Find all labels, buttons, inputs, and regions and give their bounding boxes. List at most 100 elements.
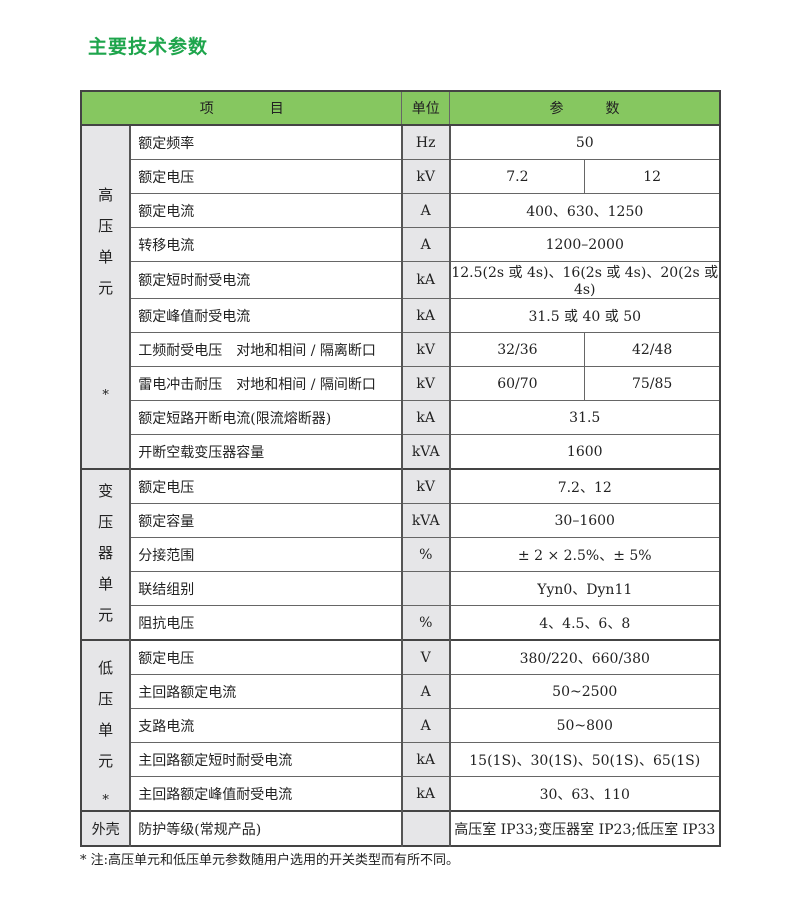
- row-item: 联结组别: [129, 571, 403, 606]
- row-unit: A: [400, 674, 451, 709]
- table-row: 额定电压 kV 7.2 12: [81, 159, 721, 194]
- row-item: 雷电冲击耐压 对地和相间 / 隔间断口: [129, 366, 403, 401]
- row-unit: kV: [400, 468, 451, 504]
- row-unit: [400, 571, 451, 606]
- table-row: 低压单元 * 额定电压 V 380/220、660/380: [80, 639, 721, 812]
- row-item: 额定频率: [129, 124, 403, 160]
- row-value: 15(1S)、30(1S)、50(1S)、65(1S): [449, 742, 721, 777]
- row-item: 额定短路开断电流(限流熔断器): [129, 400, 403, 435]
- table-row: 转移电流 A 1200–2000: [81, 227, 721, 262]
- row-item: 防护等级(常规产品): [129, 810, 403, 847]
- row-unit: [400, 810, 451, 847]
- group-label-char: 器: [98, 544, 114, 562]
- row-item: 工频耐受电压 对地和相间 / 隔离断口: [129, 332, 403, 367]
- row-value: 31.5: [449, 400, 721, 435]
- row-value: 4、4.5、6、8: [449, 605, 721, 641]
- group-label: 外壳: [91, 821, 120, 838]
- row-unit: %: [400, 605, 451, 641]
- row-unit: A: [400, 708, 451, 743]
- table-row: 额定短时耐受电流 kA 12.5(2s 或 4s)、16(2s 或 4s)、20(2…: [81, 261, 721, 299]
- group-label-char: 变: [98, 482, 114, 500]
- row-value: 高压室 IP33;变压器室 IP23;低压室 IP33: [449, 810, 721, 847]
- table-header: 项 目 单位 参 数: [80, 90, 721, 126]
- row-unit: kVA: [400, 503, 451, 538]
- table-row: 联结组别 Yyn0、Dyn11: [81, 571, 721, 606]
- group-star: *: [102, 793, 109, 808]
- row-item: 分接范围: [129, 537, 403, 572]
- group-label-char: 压: [98, 690, 114, 708]
- row-item: 阻抗电压: [129, 605, 403, 641]
- row-value-1: 7.2: [448, 159, 586, 194]
- table-row: 主回路额定峰值耐受电流 kA 30、63、110: [81, 776, 721, 812]
- table-row: 额定短路开断电流(限流熔断器) kA 31.5: [81, 400, 721, 435]
- group-shell: 外壳: [80, 810, 132, 847]
- row-value: 380/220、660/380: [449, 639, 721, 675]
- header-item: 项 目: [80, 90, 403, 126]
- group-label-char: 压: [98, 513, 114, 531]
- row-unit: kA: [400, 742, 451, 777]
- row-unit: kA: [400, 400, 451, 435]
- row-item: 额定电压: [129, 639, 403, 675]
- group-star: *: [102, 388, 109, 403]
- group-label-char: 单: [98, 721, 114, 739]
- row-item: 主回路额定电流: [129, 674, 403, 709]
- row-unit: kA: [400, 261, 451, 299]
- row-item: 主回路额定短时耐受电流: [129, 742, 403, 777]
- group-label-char: 单: [98, 248, 114, 266]
- row-unit: kVA: [400, 434, 451, 470]
- group-label-char: 元: [98, 752, 114, 770]
- row-item: 额定电流: [129, 193, 403, 228]
- row-value: 7.2、12: [449, 468, 721, 504]
- table-row: 变压器单元额定电压 kV 7.2、12: [80, 468, 721, 641]
- row-unit: kA: [400, 776, 451, 812]
- row-value: 1600: [449, 434, 721, 470]
- row-value: 400、630、1250: [449, 193, 721, 228]
- group-lv: 低压单元 *: [80, 639, 132, 812]
- row-value: 50: [449, 124, 721, 160]
- row-value-1: 32/36: [448, 332, 586, 367]
- header-unit: 单位: [401, 90, 450, 126]
- row-value: 30、63、110: [449, 776, 721, 812]
- row-value: 1200–2000: [449, 227, 721, 262]
- group-label-char: 单: [98, 575, 114, 593]
- row-unit: kA: [400, 298, 451, 333]
- table-row: 支路电流 A 50~800: [81, 708, 721, 743]
- group-label-char: 高: [98, 186, 114, 204]
- group-label-char: 低: [98, 659, 114, 677]
- row-value: 12.5(2s 或 4s)、16(2s 或 4s)、20(2s 或 4s): [449, 261, 721, 299]
- group-label-char: 压: [98, 217, 114, 235]
- row-unit: %: [400, 537, 451, 572]
- table-row: 外壳 防护等级(常规产品) 高压室 IP33;变压器室 IP23;低压室 IP33: [80, 810, 721, 847]
- row-value: 30–1600: [449, 503, 721, 538]
- footnote: * 注:高压单元和低压单元参数随用户选用的开关类型而有所不同。: [80, 853, 460, 868]
- group-tr: 变压器单元: [80, 468, 132, 641]
- table-row: 分接范围% ± 2 × 2.5%、± 5%: [81, 537, 721, 572]
- table-row: 开断空载变压器容量 kVA 1600: [81, 434, 721, 470]
- row-item: 额定电压: [129, 159, 403, 194]
- group-label-char: 元: [98, 279, 114, 297]
- row-unit: kV: [400, 159, 451, 194]
- table-row: 主回路额定电流 A 50~2500: [81, 674, 721, 709]
- row-unit: V: [400, 639, 451, 675]
- group-label-char: 元: [98, 606, 114, 624]
- row-item: 主回路额定峰值耐受电流: [129, 776, 403, 812]
- row-value-2: 75/85: [584, 366, 721, 401]
- table-row: 主回路额定短时耐受电流 kA 15(1S)、30(1S)、50(1S)、65(1S): [81, 742, 721, 777]
- row-item: 额定容量: [129, 503, 403, 538]
- row-item: 转移电流: [129, 227, 403, 262]
- parameters-table: 项 目 单位 参 数 高压单元 * 额定频率 Hz 50 额定电压 kV 7.2 12 额定电流 A…: [80, 90, 721, 847]
- table-row: 工频耐受电压 对地和相间 / 隔离断口 kV 32/36 42/48: [81, 332, 721, 367]
- row-value: 50~2500: [449, 674, 721, 709]
- row-unit: A: [400, 193, 451, 228]
- row-value-1: 60/70: [448, 366, 586, 401]
- table-row: 阻抗电压% 4、4.5、6、8: [81, 605, 721, 641]
- row-unit: A: [400, 227, 451, 262]
- row-value-2: 42/48: [584, 332, 721, 367]
- page-title: 主要技术参数: [88, 36, 209, 58]
- table-row: 额定峰值耐受电流 kA 31.5 或 40 或 50: [81, 298, 721, 333]
- row-unit: Hz: [400, 124, 451, 160]
- table-row: 高压单元 * 额定频率 Hz 50: [80, 124, 721, 470]
- row-value: 31.5 或 40 或 50: [449, 298, 721, 333]
- row-value: 50~800: [449, 708, 721, 743]
- row-item: 开断空载变压器容量: [129, 434, 403, 470]
